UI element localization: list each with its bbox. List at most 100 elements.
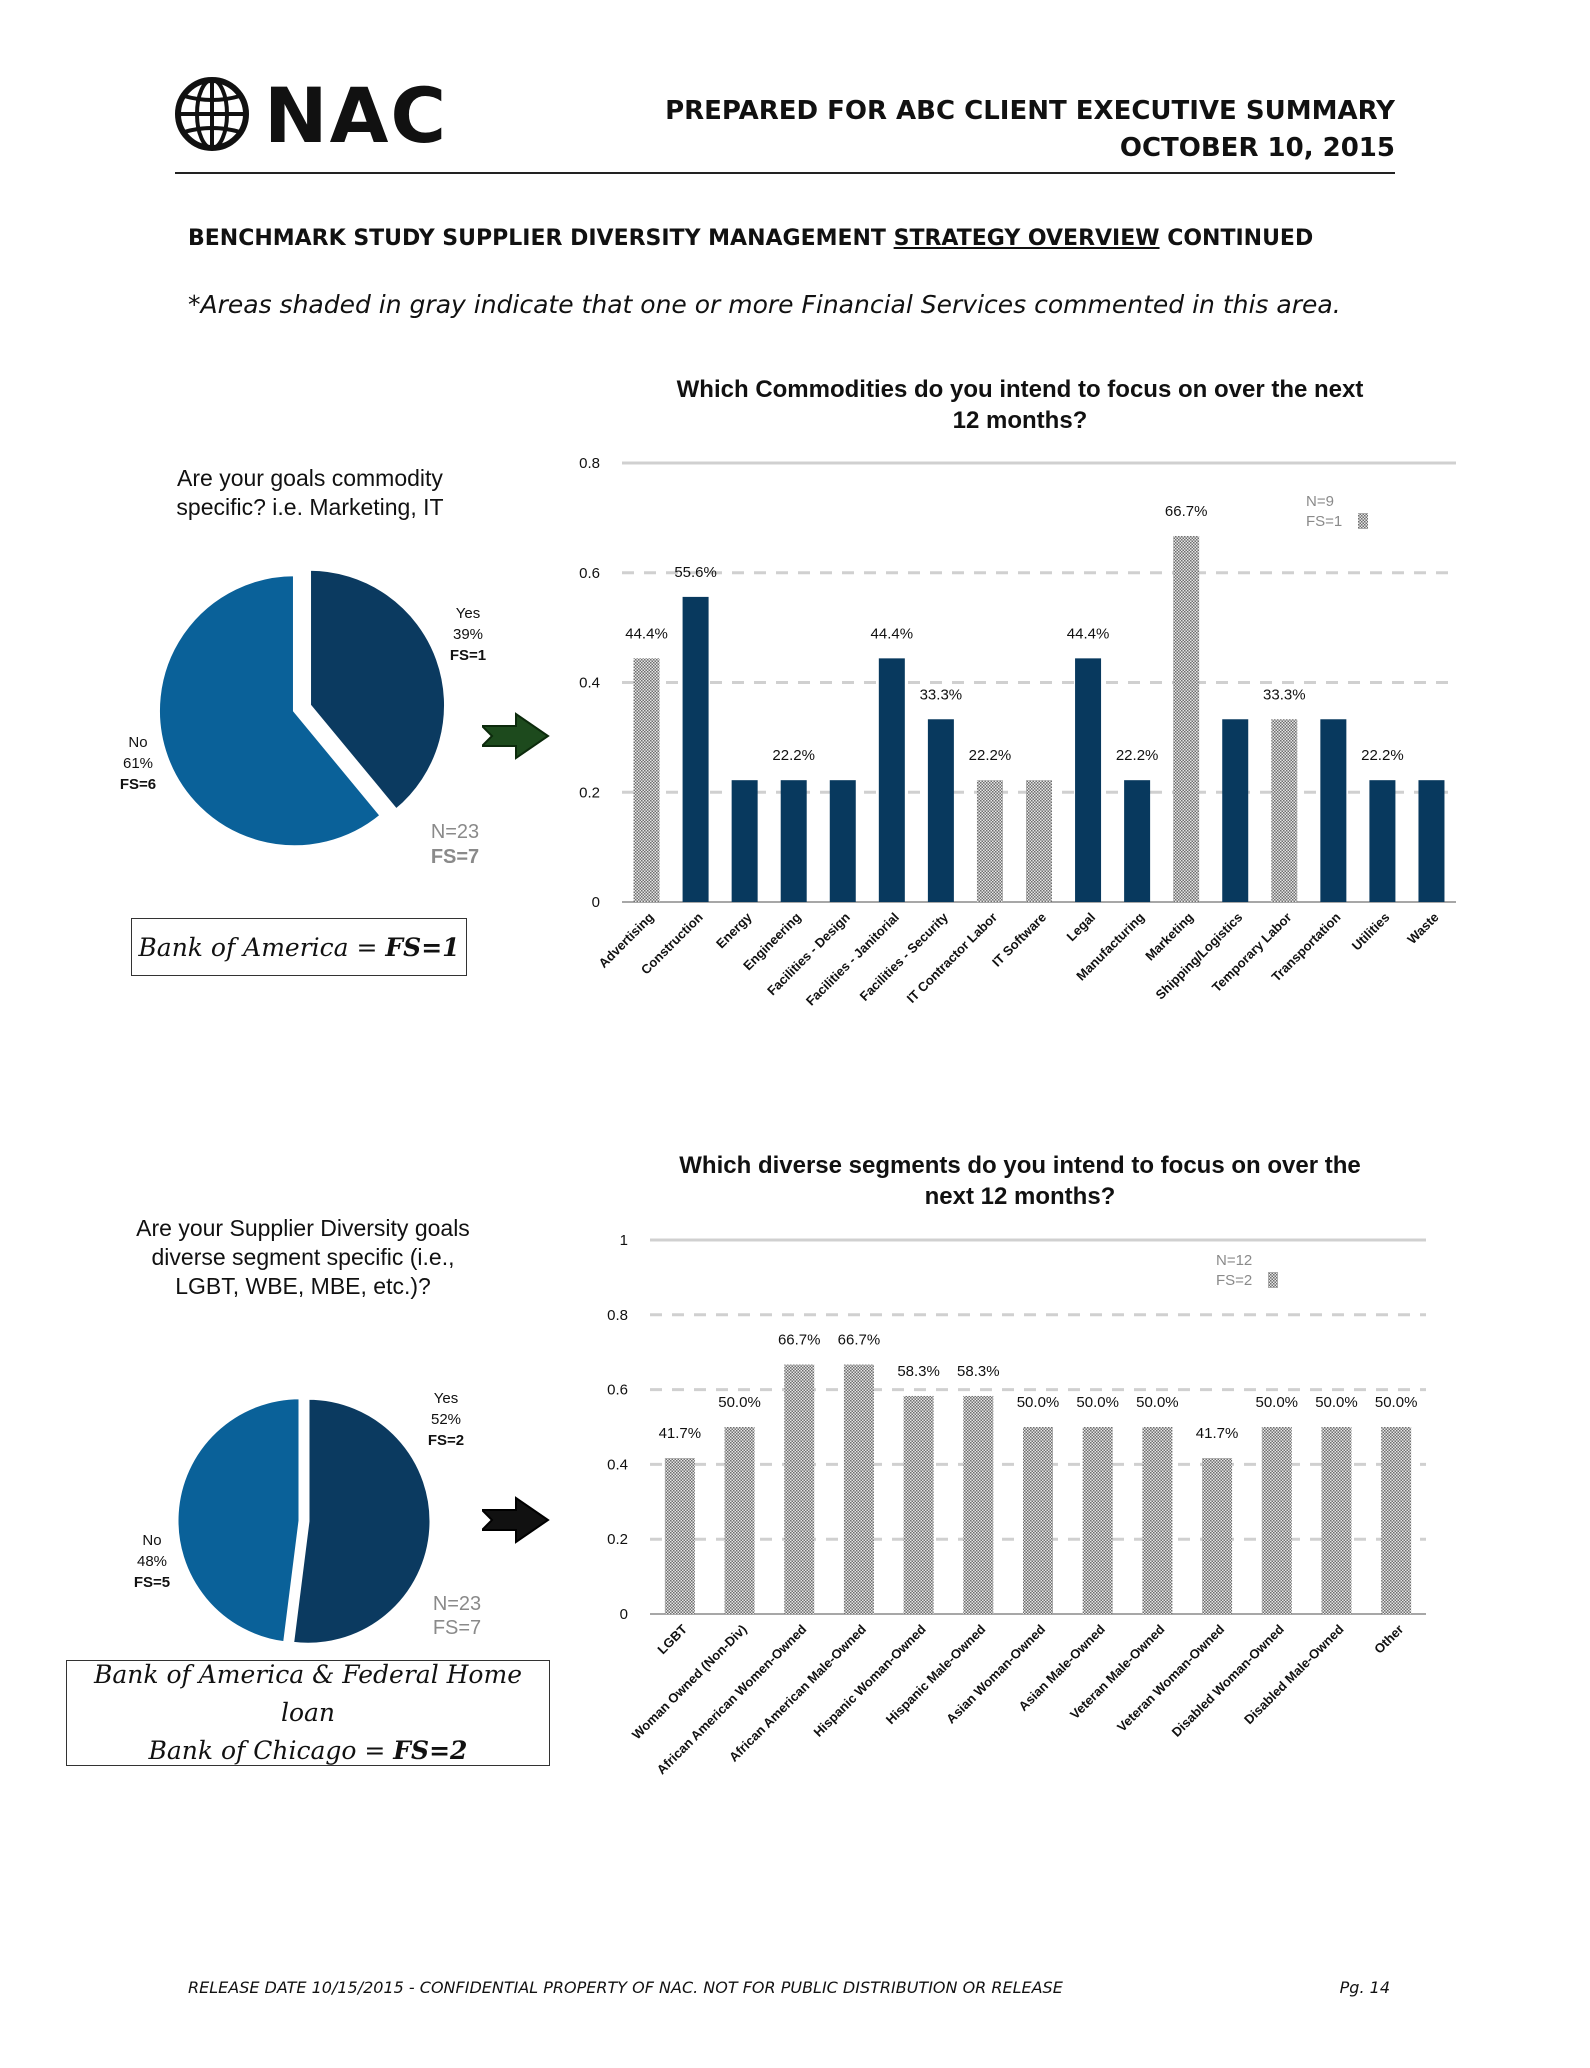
data-label: 50.0% <box>1136 1394 1179 1411</box>
x-tick-label: Veteran Woman-Owned <box>1114 1621 1227 1734</box>
chart1-title: Which Commodities do you intend to focus… <box>676 376 1364 434</box>
y-tick-label: 0 <box>592 894 600 911</box>
arrow-right-icon-2 <box>482 1496 550 1544</box>
y-tick-label: 0.8 <box>607 1307 628 1324</box>
x-tick-label: Waste <box>1404 910 1441 947</box>
x-tick-label: Hispanic Woman-Owned <box>811 1621 929 1739</box>
chart2-title: Which diverse segments do you intend to … <box>679 1152 1361 1210</box>
y-tick-label: 0.4 <box>579 675 600 692</box>
bar-marketing <box>1173 535 1200 902</box>
footer-text: RELEASE DATE 10/15/2015 - CONFIDENTIAL P… <box>188 1978 1063 1997</box>
x-tick-label: Woman Owned (Non-Div) <box>629 1622 750 1743</box>
pie-fs-yes: FS=1 <box>450 647 486 664</box>
data-label: 58.3% <box>897 1363 940 1380</box>
section-title-suffix: CONTINUED <box>1159 226 1314 251</box>
data-label: 44.4% <box>1067 625 1110 642</box>
nac-logo: NAC <box>172 71 462 160</box>
data-label: 44.4% <box>625 625 668 642</box>
x-tick-label: Facilities - Design <box>764 909 853 998</box>
x-tick-label: Disabled Male-Owned <box>1241 1621 1347 1727</box>
x-tick-label: Other <box>1371 1622 1406 1657</box>
section-title-prefix: BENCHMARK STUDY SUPPLIER DIVERSITY MANAG… <box>188 226 894 251</box>
bar-veteran-male-owned <box>1142 1427 1173 1614</box>
data-label: 33.3% <box>920 686 963 703</box>
data-label: 44.4% <box>871 625 914 642</box>
legend-n: N=12 <box>1216 1252 1252 1269</box>
bar-disabled-male-owned <box>1321 1427 1352 1614</box>
header-title-line1: PREPARED FOR ABC CLIENT EXECUTIVE SUMMAR… <box>665 96 1395 126</box>
data-label: 58.3% <box>957 1363 1000 1380</box>
data-label: 41.7% <box>1196 1425 1239 1442</box>
panel2-question: Are your Supplier Diversity goals divers… <box>136 1215 470 1299</box>
bar-manufacturing <box>1124 780 1151 902</box>
panel2-fs-box: Bank of America & Federal Home loan Bank… <box>66 1660 550 1766</box>
legend-swatch <box>1268 1272 1278 1288</box>
y-tick-label: 0.8 <box>579 455 600 472</box>
section-title: BENCHMARK STUDY SUPPLIER DIVERSITY MANAG… <box>188 226 1313 251</box>
logo-text: NAC <box>264 74 448 154</box>
panel1-box-bold: FS=1 <box>385 932 460 962</box>
header-title-line2: OCTOBER 10, 2015 <box>1119 133 1395 163</box>
data-label: 50.0% <box>1375 1394 1418 1411</box>
bar-asian-woman-owned <box>1023 1427 1053 1614</box>
data-label: 50.0% <box>1017 1394 1060 1411</box>
panel2-box-bold: FS=2 <box>393 1736 468 1765</box>
pie-pct-yes: 52% <box>431 1411 461 1428</box>
bar-facilities-design <box>829 780 856 902</box>
data-label: 66.7% <box>778 1332 821 1349</box>
bar-facilities-janitorial <box>878 658 905 902</box>
y-tick-label: 0.4 <box>607 1456 628 1473</box>
bar-african-american-women-owned <box>784 1364 815 1614</box>
legend-fs: FS=1 <box>1306 513 1342 530</box>
data-label: 22.2% <box>969 747 1012 764</box>
bar-transportation <box>1320 719 1347 902</box>
data-label: 22.2% <box>772 747 815 764</box>
bar-waste <box>1418 780 1445 902</box>
bar-chart-commodities: 00.20.40.60.844.4%Advertising55.6%Constr… <box>579 455 1456 1009</box>
data-label: 41.7% <box>659 1425 702 1442</box>
bar-disabled-woman-owned <box>1261 1427 1292 1614</box>
bar-construction <box>682 596 709 902</box>
bar-hispanic-woman-owned <box>903 1395 934 1614</box>
legend-swatch <box>1358 513 1368 529</box>
pie-fs-no: FS=6 <box>120 776 156 793</box>
x-tick-label: LGBT <box>654 1621 690 1657</box>
panel1-question: Are your goals commodity specific? i.e. … <box>176 465 444 520</box>
data-label: 22.2% <box>1116 747 1159 764</box>
data-label: 50.0% <box>1255 1394 1298 1411</box>
bar-utilities <box>1369 780 1396 902</box>
data-label: 66.7% <box>1165 503 1208 520</box>
pie1-fs-label: FS=7 <box>431 846 479 868</box>
bar-temporary-labor <box>1271 719 1298 902</box>
shading-note: *Areas shaded in gray indicate that one … <box>188 290 1341 319</box>
pie-slice-yes <box>290 1396 433 1646</box>
y-tick-label: 0 <box>620 1606 628 1623</box>
bar-lgbt <box>664 1458 695 1614</box>
data-label: 50.0% <box>1315 1394 1358 1411</box>
x-tick-label: IT Contractor Labor <box>904 910 1000 1006</box>
data-label: 50.0% <box>1076 1394 1119 1411</box>
panel1-fs-box: Bank of America = FS=1 <box>131 918 467 976</box>
pie-slice-no <box>175 1396 302 1645</box>
pie2-n-label: N=23 <box>433 1593 481 1615</box>
pie-chart-commodity-goals: Yes 39% FS=1 No 61% FS=6 N=23 FS=7 <box>120 567 486 868</box>
panel2-box-line2-prefix: Bank of Chicago = <box>148 1736 394 1765</box>
bar-chart-diverse-segments: 0 0.2 0.4 0.6 0.8 1 41.7% LGBT 50.0% Woman Owned … <box>607 1232 1426 1777</box>
bar-hispanic-male-owned <box>963 1395 994 1614</box>
bar-other <box>1381 1427 1412 1614</box>
bar-african-american-male-owned <box>843 1364 874 1614</box>
pie1-n-label: N=23 <box>431 821 479 843</box>
pie-slice-no <box>156 573 384 849</box>
data-label: 33.3% <box>1263 686 1306 703</box>
header-rule <box>175 172 1395 174</box>
x-tick-label: Legal <box>1064 910 1099 945</box>
legend-n: N=9 <box>1306 493 1334 510</box>
x-tick-label: Asian Woman-Owned <box>943 1621 1048 1726</box>
pie-slice-yes <box>308 567 447 813</box>
pie2-fs-label: FS=7 <box>433 1617 481 1639</box>
y-tick-label: 0.2 <box>607 1531 628 1548</box>
pie-label-no: No <box>142 1532 161 1549</box>
pie-label-yes: Yes <box>434 1390 458 1407</box>
legend-fs: FS=2 <box>1216 1272 1252 1289</box>
